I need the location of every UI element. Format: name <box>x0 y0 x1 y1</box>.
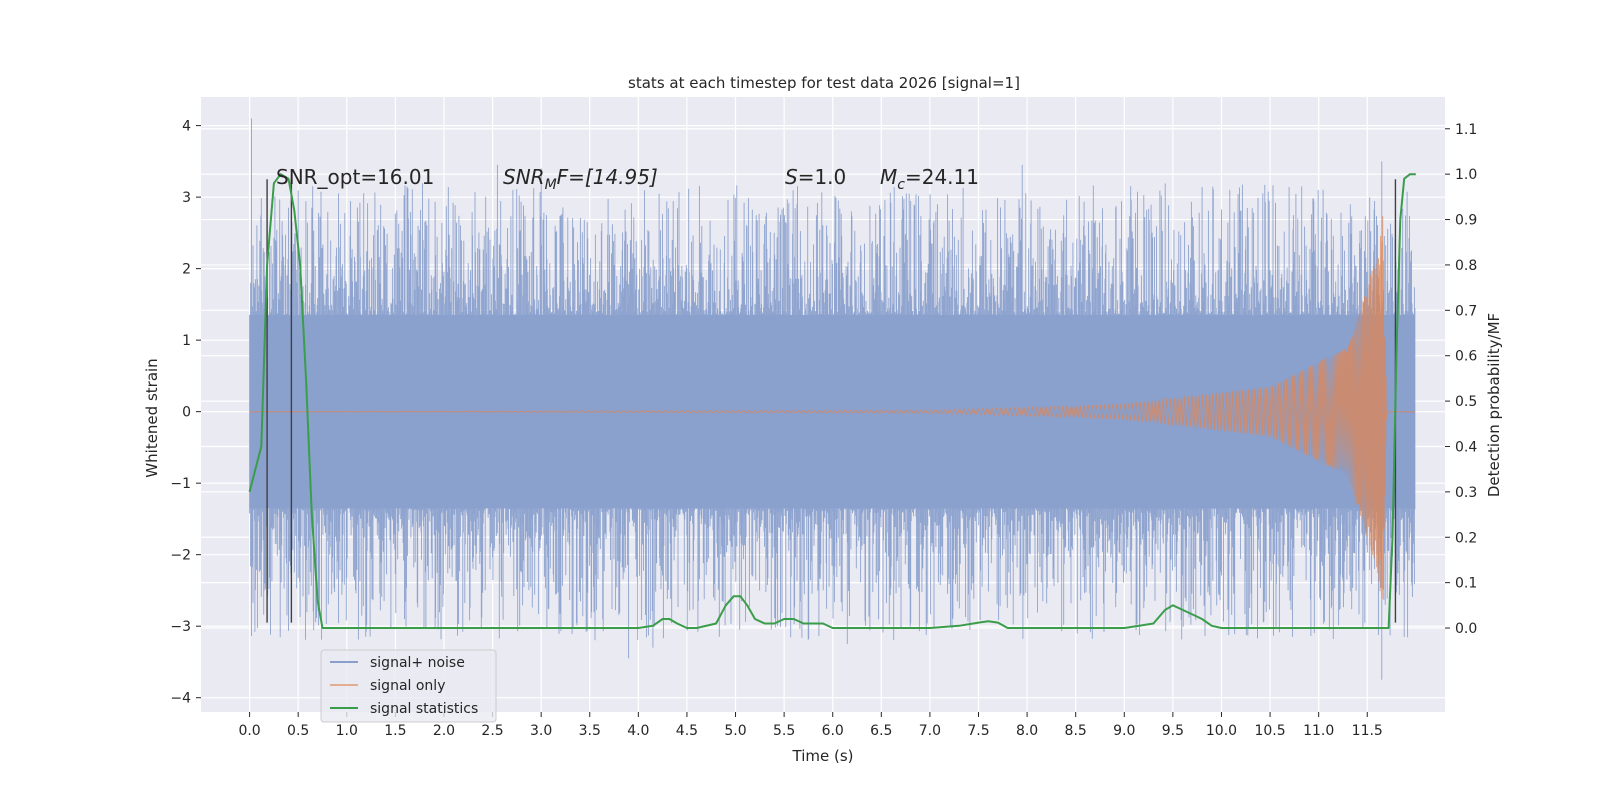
signal-statistics-trace <box>248 173 1416 629</box>
x-axis: 0.0 0.5 1.0 1.5 2.0 2.5 3.0 3.5 4.0 4.5 5.0 5.5 6.0 6… <box>238 712 1383 739</box>
x-tick-label-15: 7.5 <box>967 723 989 739</box>
annotation-s: S=1.0 <box>785 165 846 189</box>
x-tick-label-20: 10.0 <box>1206 723 1237 739</box>
y-tick-label-3: −1 <box>170 476 191 492</box>
y-axis-right: 0.0 0.1 0.2 0.3 0.4 0.5 0.6 0.7 0.8 0.9 1.0 1.1 <box>1445 122 1477 637</box>
x-tick-label-6: 3.0 <box>530 723 552 739</box>
y-tick-label-5: 1 <box>182 333 191 349</box>
x-tick-label-8: 4.0 <box>627 723 649 739</box>
x-tick-label-0: 0.0 <box>238 723 260 739</box>
x-tick-label-14: 7.0 <box>919 723 941 739</box>
x-tick-label-17: 8.5 <box>1065 723 1087 739</box>
x-tick-label-1: 0.5 <box>287 723 309 739</box>
y-tick-label-6: 2 <box>182 262 191 278</box>
x-tick-label-2: 1.0 <box>336 723 358 739</box>
y-tick-label-4: 0 <box>182 405 191 421</box>
y-right-tick-label-4: 0.4 <box>1455 439 1477 455</box>
y-tick-label-2: −2 <box>170 548 191 564</box>
x-tick-label-3: 1.5 <box>384 723 406 739</box>
y-tick-label-1: −3 <box>170 619 191 635</box>
annotation-snr-opt: SNR_opt=16.01 <box>276 165 434 189</box>
x-tick-label-19: 9.5 <box>1162 723 1184 739</box>
y-axis-right-label: Detection probability/MF <box>1485 313 1503 497</box>
x-tick-label-23: 11.5 <box>1352 723 1383 739</box>
y-right-tick-label-10: 1.0 <box>1455 167 1477 183</box>
y-tick-label-7: 3 <box>182 190 191 206</box>
x-tick-label-16: 8.0 <box>1016 723 1038 739</box>
legend-entry-signal-only: signal only <box>370 678 445 694</box>
legend-box <box>320 649 497 723</box>
y-right-tick-label-3: 0.3 <box>1455 485 1477 501</box>
signal-only-trace <box>249 216 1415 599</box>
signal-only-series <box>249 216 1415 599</box>
legend: signal+ noise signal only signal statist… <box>320 649 497 723</box>
legend-entry-signal-noise: signal+ noise <box>370 655 465 671</box>
x-tick-label-13: 6.5 <box>870 723 892 739</box>
chart-title: stats at each timestep for test data 202… <box>628 74 1020 92</box>
x-axis-label: Time (s) <box>792 747 854 765</box>
y-right-tick-label-5: 0.5 <box>1455 394 1477 410</box>
x-tick-label-12: 6.0 <box>822 723 844 739</box>
y-axis-label: Whitened strain <box>143 358 161 477</box>
signal-statistics-series <box>248 173 1416 629</box>
y-right-tick-label-1: 0.1 <box>1455 576 1477 592</box>
y-tick-label-8: 4 <box>182 119 191 135</box>
annotation-mc: Mc=24.11 <box>880 165 979 193</box>
y-right-tick-label-11: 1.1 <box>1455 122 1477 138</box>
x-tick-label-11: 5.5 <box>773 723 795 739</box>
y-right-tick-label-6: 0.6 <box>1455 349 1477 365</box>
x-tick-label-9: 4.5 <box>676 723 698 739</box>
y-right-tick-label-8: 0.8 <box>1455 258 1477 274</box>
y-right-tick-label-2: 0.2 <box>1455 530 1477 546</box>
y-right-tick-label-7: 0.7 <box>1455 303 1477 319</box>
x-tick-label-22: 11.0 <box>1303 723 1334 739</box>
x-tick-label-4: 2.0 <box>433 723 455 739</box>
legend-entry-signal-statistics: signal statistics <box>370 701 478 717</box>
x-tick-label-7: 3.5 <box>579 723 601 739</box>
y-right-tick-label-0: 0.0 <box>1455 621 1477 637</box>
y-axis-left: −4 −3 −2 −1 0 1 2 3 4 <box>170 119 201 707</box>
x-tick-label-18: 9.0 <box>1113 723 1135 739</box>
y-right-tick-label-9: 0.9 <box>1455 213 1477 229</box>
x-tick-label-5: 2.5 <box>481 723 503 739</box>
annotation-snr-mf: SNRMF=[14.95] <box>503 165 658 193</box>
y-tick-label-0: −4 <box>170 691 191 707</box>
x-tick-label-21: 10.5 <box>1254 723 1285 739</box>
x-tick-label-10: 5.0 <box>724 723 746 739</box>
